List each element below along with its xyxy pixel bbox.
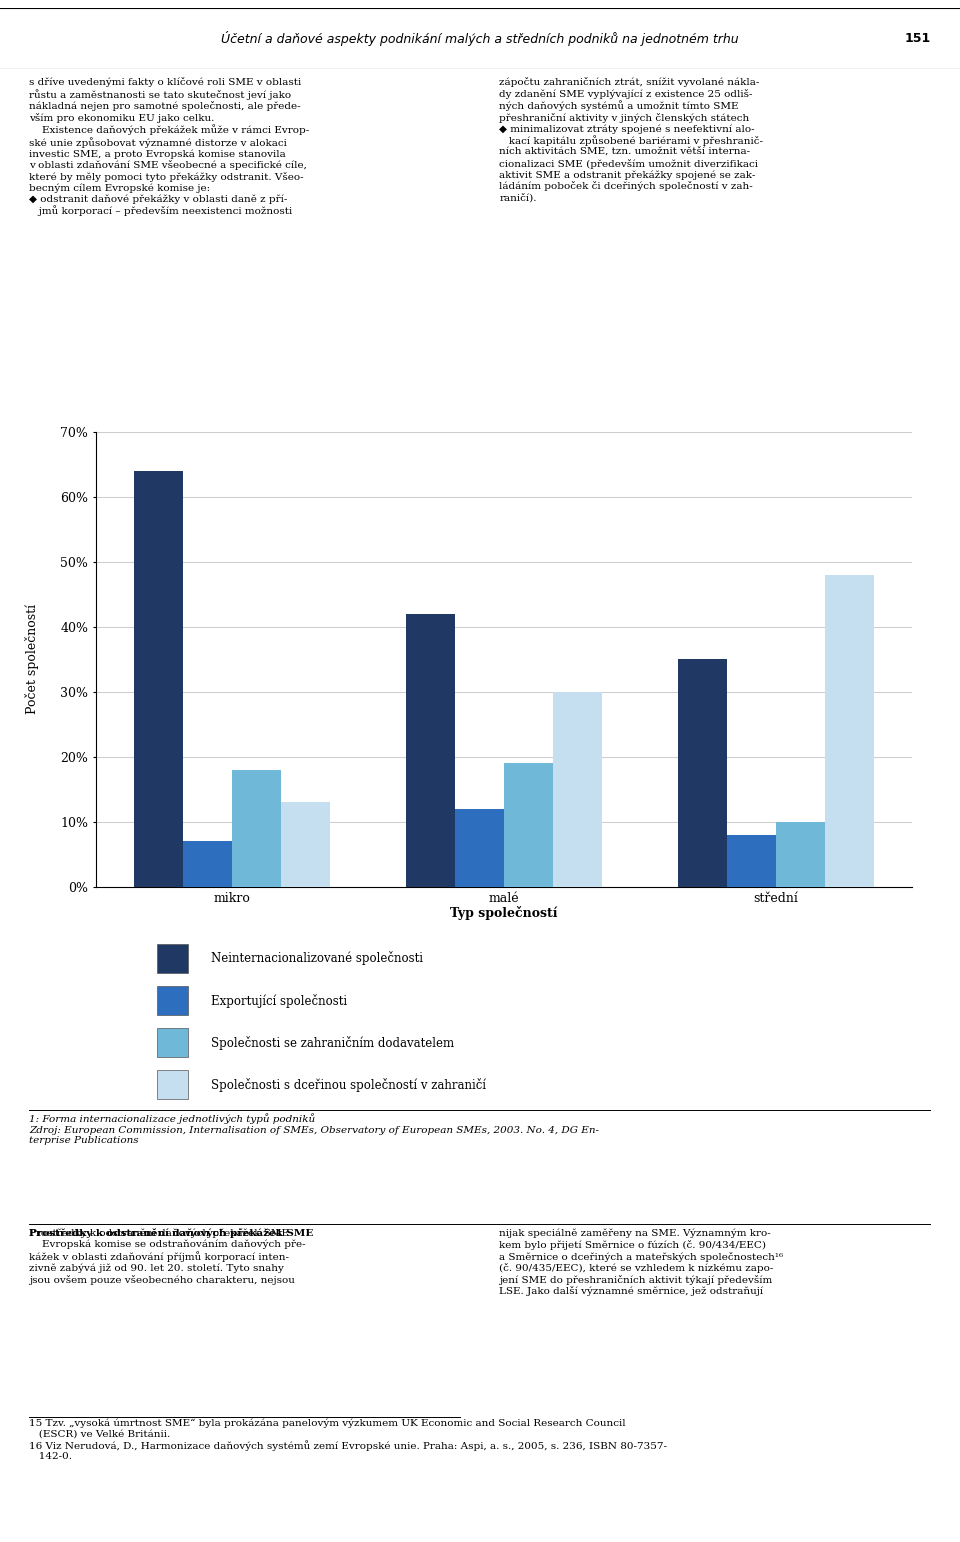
Text: Neinternacionalizované společnosti: Neinternacionalizované společnosti — [211, 951, 423, 965]
Y-axis label: Počet společností: Počet společností — [25, 604, 38, 714]
Text: 15 Tzv. „vysoká úmrtnost SME“ byla prokázána panelovým výzkumem UK Economic and : 15 Tzv. „vysoká úmrtnost SME“ byla proká… — [29, 1419, 667, 1462]
Bar — [776, 822, 825, 887]
Bar — [553, 692, 602, 887]
Text: s dříve uvedenými fakty o klíčové roli SME v oblasti
růstu a zaměstnanosti se ta: s dříve uvedenými fakty o klíčové roli S… — [29, 77, 309, 216]
Bar — [281, 802, 330, 887]
Bar — [455, 808, 504, 887]
Bar — [825, 575, 874, 887]
Text: zápočtu zahraničních ztrát, snížit vyvolané nákla-
dy zdanění SME vyplývající z : zápočtu zahraničních ztrát, snížit vyvol… — [499, 77, 763, 202]
Bar — [134, 470, 183, 887]
Text: Typ společností: Typ společností — [450, 905, 558, 921]
Bar — [406, 614, 455, 887]
Text: Exportující společnosti: Exportující společnosti — [211, 993, 348, 1007]
Text: 1: Forma internacionalizace jednotlivých typů podniků
Zdroj: European Commission: 1: Forma internacionalizace jednotlivých… — [29, 1113, 599, 1144]
Text: nijak speciálně zaměřeny na SME. Významným kro-
kem bylo přijetí Směrnice o fúzí: nijak speciálně zaměřeny na SME. Významn… — [499, 1229, 783, 1297]
Bar — [157, 1029, 188, 1058]
Bar — [678, 660, 727, 887]
Bar — [157, 944, 188, 973]
Text: Účetní a daňové aspekty podnikání malých a středních podniků na jednotném trhu: Účetní a daňové aspekty podnikání malých… — [221, 31, 739, 46]
Bar — [727, 834, 776, 887]
Text: Prostředky k odstranění daňových překážek SME: Prostředky k odstranění daňových překáže… — [29, 1229, 313, 1238]
Text: Prostředky k odstranění daňových překážek SME
    Evropská komise se odstraňován: Prostředky k odstranění daňových překáže… — [29, 1229, 305, 1284]
Text: 151: 151 — [905, 32, 931, 45]
Bar — [183, 842, 232, 887]
Bar — [157, 1070, 188, 1099]
Text: Společnosti se zahraničním dodavatelem: Společnosti se zahraničním dodavatelem — [211, 1036, 454, 1050]
Text: Společnosti s dceřinou společností v zahraničí: Společnosti s dceřinou společností v zah… — [211, 1078, 486, 1092]
Bar — [157, 985, 188, 1015]
Bar — [232, 769, 281, 887]
Bar — [504, 763, 553, 887]
